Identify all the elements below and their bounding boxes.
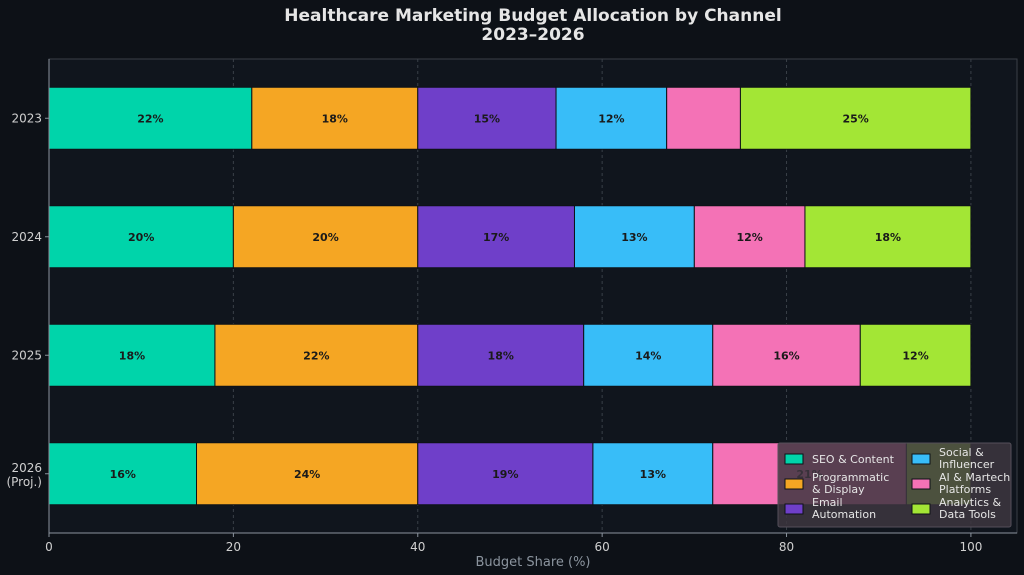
legend-box — [777, 442, 1012, 528]
x-tick-label: 80 — [779, 540, 794, 554]
bar-value-label: 13% — [621, 231, 647, 244]
bar-segment — [555, 86, 668, 150]
y-tick-label-sub: (Proj.) — [6, 475, 42, 489]
bar-segment — [214, 323, 419, 387]
legend-label: Social & Influencer — [939, 446, 995, 471]
bar-value-label: 12% — [598, 112, 624, 125]
legend-swatch — [784, 453, 804, 465]
y-tick-label: 2023 — [11, 111, 42, 125]
legend-swatch — [911, 503, 931, 515]
chart-title: Healthcare Marketing Budget Allocation b… — [284, 6, 781, 26]
bar-segment — [417, 86, 557, 150]
bar-value-label: 12% — [902, 349, 928, 362]
bar-value-label: 17% — [483, 231, 509, 244]
legend-label: SEO & Content — [812, 453, 895, 466]
bar-segment — [712, 323, 861, 387]
x-tick-label: 0 — [45, 540, 53, 554]
x-tick-label: 40 — [410, 540, 425, 554]
legend-swatch — [784, 478, 804, 490]
bar-value-label: 24% — [294, 468, 320, 481]
x-tick-label: 20 — [226, 540, 241, 554]
bar-value-label: 13% — [640, 468, 666, 481]
y-tick-label: 2025 — [11, 348, 42, 362]
legend-swatch — [784, 503, 804, 515]
bar-segment — [251, 86, 419, 150]
bar-value-label: 15% — [474, 112, 500, 125]
bar-segment — [417, 323, 585, 387]
legend-swatch — [911, 478, 931, 490]
bar-value-label: 19% — [492, 468, 518, 481]
bar-value-label: 16% — [110, 468, 136, 481]
bar-value-label: 18% — [322, 112, 348, 125]
bar-value-label: 22% — [137, 112, 163, 125]
y-tick-label: 2026 — [11, 461, 42, 475]
bar-segment — [417, 442, 594, 506]
bar-value-label: 18% — [488, 349, 514, 362]
bar-value-label: 18% — [875, 231, 901, 244]
bar-segment — [48, 86, 253, 150]
bar-segment — [196, 442, 419, 506]
bar-segment — [592, 442, 714, 506]
bar-value-label: 16% — [773, 349, 799, 362]
bar-value-label: 18% — [119, 349, 145, 362]
bar-segment — [48, 205, 234, 269]
bar-segment — [232, 205, 419, 269]
chart-subtitle: 2023–2026 — [481, 25, 584, 45]
bar-segment — [583, 323, 714, 387]
bar-segment — [48, 442, 198, 506]
bar-segment — [417, 205, 575, 269]
legend-label: Email Automation — [812, 496, 876, 521]
bar-segment — [666, 86, 741, 150]
bar-value-label: 20% — [128, 231, 154, 244]
x-tick-label: 60 — [595, 540, 610, 554]
legend-label: AI & Martech Platforms — [939, 471, 1010, 496]
bar-segment — [573, 205, 695, 269]
bar-value-label: 22% — [303, 349, 329, 362]
bar-value-label: 20% — [312, 231, 338, 244]
x-axis-label: Budget Share (%) — [475, 555, 590, 570]
bar-value-label: 25% — [842, 112, 868, 125]
bar-segment — [739, 86, 972, 150]
x-tick-label: 100 — [959, 540, 982, 554]
legend-label: Programmatic & Display — [812, 471, 889, 496]
y-tick-label: 2024 — [11, 230, 42, 244]
bar-segment — [804, 205, 972, 269]
bar-value-label: 14% — [635, 349, 661, 362]
bar-value-label: 12% — [736, 231, 762, 244]
bar-segment — [859, 323, 972, 387]
legend-label: Analytics & Data Tools — [939, 496, 1001, 521]
bar-segment — [693, 205, 806, 269]
legend-swatch — [911, 453, 931, 465]
